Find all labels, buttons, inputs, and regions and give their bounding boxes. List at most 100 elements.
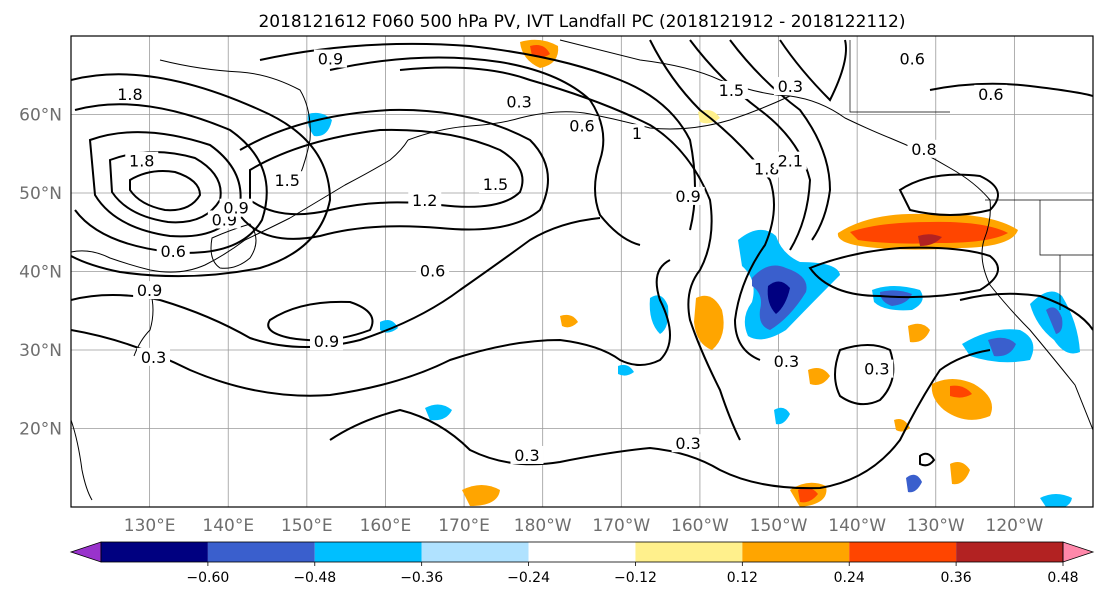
latitude-label: 50°N — [19, 184, 62, 204]
pv-contour-ring-5 — [71, 73, 332, 278]
negative-anomaly-dot-4 — [906, 474, 922, 493]
colorbar-tick-label: −0.48 — [293, 570, 336, 586]
longitude-label: 170°W — [592, 516, 650, 536]
contour-label: 0.3 — [778, 77, 803, 96]
contour-label-bg — [502, 92, 536, 111]
coast-north-america — [559, 39, 1093, 431]
pv-contour-ring-14 — [779, 39, 847, 102]
colorbar-extend-max — [1062, 541, 1095, 563]
latitude-label: 60°N — [19, 106, 62, 126]
pv-contour-ring-10 — [399, 66, 741, 441]
colorbar-tick-label: 0.24 — [834, 570, 865, 586]
negative-anomaly-small — [649, 295, 669, 334]
border-canada-north — [849, 40, 950, 113]
latitude-label: 30°N — [19, 341, 62, 361]
longitude-label: 140°W — [828, 516, 886, 536]
pv-contour-ring-21 — [329, 349, 991, 490]
pv-contour-ring-15 — [808, 246, 999, 299]
pv-contour-ring-17 — [929, 82, 1093, 97]
coastlines — [71, 39, 1093, 501]
coast-asia-south — [71, 419, 93, 501]
colorbar-segment — [635, 542, 743, 562]
contour-label-bg — [565, 116, 599, 135]
coast-kurils — [289, 139, 409, 219]
colorbar-segment — [314, 542, 422, 562]
positive-anomaly-south-6-core — [798, 487, 818, 503]
positive-anomaly-north-core — [530, 45, 550, 58]
contour-label-bg — [895, 49, 929, 68]
negative-anomaly-patch-core — [767, 281, 790, 314]
contour-label: 0.3 — [506, 93, 531, 112]
longitude-label: 160°E — [360, 516, 412, 536]
negative-anomaly-coast-core — [1046, 307, 1063, 334]
contour-label: 0.6 — [420, 262, 445, 281]
contour-label: 1.5 — [274, 171, 299, 190]
positive-anomaly-south-3 — [908, 323, 930, 343]
border-state-1 — [1039, 200, 1093, 256]
pv-contour-ring-19 — [71, 217, 601, 349]
map-frame — [70, 35, 1094, 508]
contour-label-bg — [773, 151, 807, 170]
contour-label: 0.8 — [911, 140, 936, 159]
contour-label-bg — [671, 186, 705, 205]
colorbar-segment — [742, 542, 850, 562]
contour-label-bg — [219, 198, 253, 217]
latitude-label: 40°N — [19, 263, 62, 283]
colorbar-tick-labels: −0.60 −0.48 −0.36 −0.24 −0.12 0.12 0.24 0.36 0.4… — [186, 562, 1079, 586]
colorbar-segment — [207, 542, 315, 562]
colorbar-outline — [100, 541, 1064, 563]
latitude-tick-labels: 60°N 50°N 40°N 30°N 20°N — [19, 106, 62, 440]
pv-contour-ring-6 — [249, 128, 524, 216]
positive-anomaly-dot — [560, 314, 578, 328]
negative-anomaly-dot-1 — [380, 320, 398, 333]
contour-label-bg — [113, 84, 147, 103]
contour-label: 1.8 — [754, 159, 779, 178]
contour-label-bg — [714, 80, 748, 99]
contour-label: 1.8 — [117, 85, 142, 104]
contour-label-bg — [860, 359, 894, 378]
contour-label-bg — [137, 347, 171, 366]
pv-contour-ring-13 — [729, 39, 832, 241]
contour-label: 0.9 — [675, 187, 700, 206]
colorbar-segment — [421, 542, 529, 562]
contour-label-bg — [671, 434, 705, 453]
colorbar-segment — [956, 542, 1063, 562]
ivt-pc-shading — [307, 39, 1080, 507]
contour-label: 0.3 — [864, 360, 889, 379]
contour-label-bg — [408, 190, 442, 209]
longitude-label: 170°E — [438, 516, 490, 536]
longitude-label: 180°W — [514, 516, 572, 536]
colorbar-tick-label: −0.36 — [400, 570, 443, 586]
contour-label: 1.5 — [483, 175, 508, 194]
contour-label: 0.3 — [675, 434, 700, 453]
contour-label-bg — [510, 445, 544, 464]
positive-anomaly-band-core — [850, 221, 1008, 244]
positive-anomaly-south-1-core — [950, 385, 972, 398]
figure-title: 2018121612 F060 500 hPa PV, IVT Landfall… — [258, 12, 905, 32]
pv-contour-ring-4 — [74, 103, 268, 254]
positive-anomaly-small — [694, 295, 724, 350]
contour-label-bg — [313, 49, 347, 68]
contour-label-bg — [125, 151, 159, 170]
contour-label-bg — [310, 332, 343, 351]
coast-aleutians — [407, 95, 791, 141]
pv-contour-ring-1 — [129, 170, 202, 212]
colorbar-segment — [528, 542, 636, 562]
pv-contour-ring-22 — [834, 344, 895, 406]
colorbar: −0.60 −0.48 −0.36 −0.24 −0.12 0.12 0.24 0.36 0.4… — [69, 541, 1095, 586]
colorbar-tick-label: −0.12 — [614, 570, 657, 586]
colorbar-segments — [69, 541, 1095, 563]
contour-label: 0.9 — [137, 281, 162, 300]
pv-contour-ring-18 — [267, 300, 374, 342]
coast-kamchatka — [159, 59, 311, 176]
negative-anomaly-east-core — [880, 290, 912, 306]
colorbar-tick-label: 0.12 — [727, 570, 758, 586]
contour-label-bg — [416, 261, 450, 280]
colorbar-tick-label: −0.60 — [186, 570, 229, 586]
pv-contour-labels: 0.9 1.8 0.3 0.6 1 1.5 0.3 0.6 0.6 1.8 1.5 1.5 1.2 1.8… — [113, 49, 1008, 465]
latitude-label: 20°N — [19, 420, 62, 440]
contour-label-bg — [479, 175, 513, 194]
contour-label: 0.9 — [314, 332, 339, 351]
contour-label: 1.5 — [719, 81, 744, 100]
longitude-label: 150°E — [281, 516, 333, 536]
